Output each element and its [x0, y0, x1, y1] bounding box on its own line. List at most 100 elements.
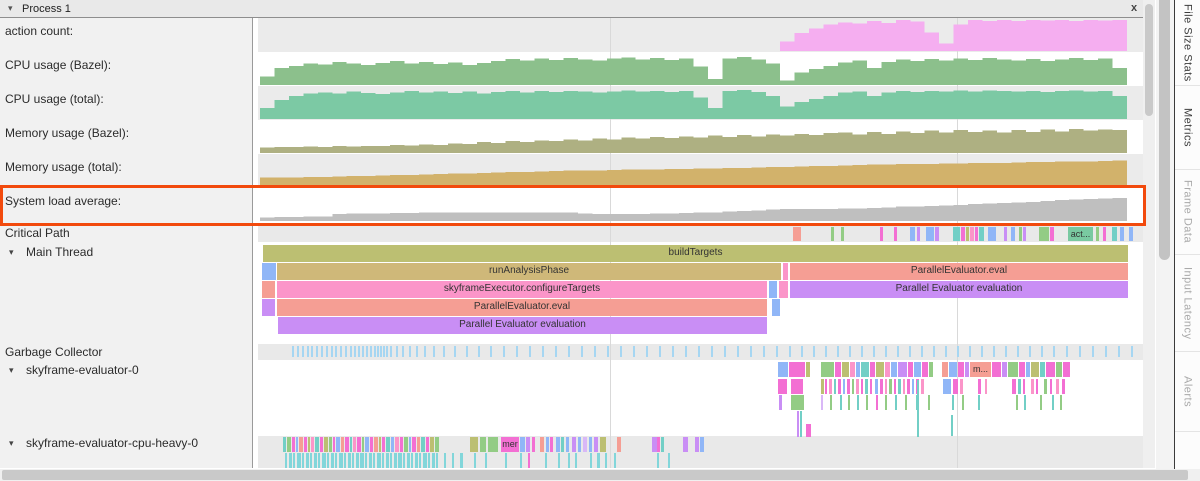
trace-slice[interactable] — [838, 378, 841, 394]
critical-path-bar[interactable] — [1096, 227, 1099, 241]
trace-slice[interactable] — [661, 437, 664, 452]
trace-slice[interactable] — [985, 378, 987, 394]
gc-tick[interactable] — [711, 346, 713, 357]
gc-tick[interactable] — [897, 346, 899, 357]
trace-slice[interactable] — [331, 453, 334, 468]
critical-path-bar[interactable] — [1039, 227, 1049, 241]
critical-path-bar[interactable]: act... — [1068, 227, 1093, 241]
gc-tick[interactable] — [1053, 346, 1055, 357]
trace-slice[interactable] — [875, 378, 878, 394]
gc-tick[interactable] — [331, 346, 333, 357]
trace-slice[interactable] — [345, 437, 349, 452]
trace-slice[interactable] — [978, 378, 981, 394]
trace-slice[interactable] — [1012, 378, 1016, 394]
trace-slice[interactable] — [1024, 395, 1026, 410]
gc-tick[interactable] — [409, 346, 411, 357]
gc-tick[interactable] — [321, 346, 323, 357]
critical-path-bar[interactable] — [1004, 227, 1007, 241]
trace-slice[interactable] — [797, 411, 799, 437]
trace-slice[interactable] — [952, 395, 954, 410]
trace-slice[interactable] — [657, 437, 660, 452]
trace-slice[interactable] — [341, 437, 344, 452]
gc-tick[interactable] — [921, 346, 923, 357]
trace-slice[interactable] — [1063, 362, 1070, 377]
gc-tick[interactable] — [335, 346, 337, 357]
gc-tick[interactable] — [750, 346, 752, 357]
gc-tick[interactable] — [416, 346, 418, 357]
trace-slice[interactable]: ParallelEvaluator.eval — [277, 299, 767, 316]
trace-slice[interactable] — [292, 437, 295, 452]
trace-slice[interactable] — [485, 453, 487, 468]
trace-slice[interactable] — [1044, 378, 1047, 394]
trace-slice[interactable] — [417, 437, 420, 452]
trace-slice[interactable] — [843, 378, 845, 394]
trace-slice[interactable] — [379, 437, 381, 452]
trace-slice[interactable] — [865, 378, 868, 394]
trace-slice[interactable] — [306, 453, 309, 468]
trace-slice[interactable] — [617, 437, 621, 452]
trace-slice[interactable] — [905, 395, 907, 410]
trace-slice[interactable] — [395, 437, 399, 452]
trace-slice[interactable] — [1040, 395, 1042, 410]
trace-slice[interactable] — [895, 395, 897, 410]
critical-path-bar[interactable] — [970, 227, 974, 241]
gc-tick[interactable] — [909, 346, 911, 357]
trace-slice[interactable] — [778, 362, 788, 377]
trace-slice[interactable] — [903, 378, 905, 394]
trace-slice[interactable] — [262, 299, 275, 316]
trace-slice[interactable] — [783, 263, 788, 280]
critical-path-bar[interactable] — [979, 227, 984, 241]
trace-slice[interactable] — [594, 437, 598, 452]
trace-slice[interactable] — [297, 453, 301, 468]
trace-slice[interactable] — [908, 362, 913, 377]
trace-slice[interactable] — [404, 437, 408, 452]
gc-tick[interactable] — [581, 346, 583, 357]
gc-tick[interactable] — [1041, 346, 1043, 357]
trace-slice[interactable] — [419, 453, 421, 468]
tab-metrics[interactable]: Metrics — [1175, 86, 1200, 170]
trace-slice[interactable] — [821, 395, 823, 410]
trace-slice[interactable] — [870, 362, 875, 377]
trace-slice[interactable] — [668, 453, 670, 468]
gc-tick[interactable] — [1131, 346, 1133, 357]
trace-slice[interactable]: ParallelEvaluator.eval — [790, 263, 1128, 280]
thread-label-skyframe-evaluator-0[interactable]: ▾ skyframe-evaluator-0 — [0, 363, 250, 379]
gc-tick[interactable] — [374, 346, 376, 357]
gc-tick[interactable] — [849, 346, 851, 357]
gc-tick[interactable] — [383, 346, 385, 357]
trace-slice[interactable] — [876, 362, 884, 377]
tab-alerts[interactable]: Alerts — [1175, 352, 1200, 432]
trace-slice[interactable] — [657, 453, 659, 468]
trace-slice[interactable] — [470, 437, 478, 452]
trace-slice[interactable] — [1036, 378, 1038, 394]
trace-slice[interactable] — [430, 437, 434, 452]
gc-tick[interactable] — [358, 346, 360, 357]
trace-slice[interactable] — [407, 453, 410, 468]
critical-path-bar[interactable] — [1011, 227, 1015, 241]
trace-slice[interactable] — [329, 437, 332, 452]
trace-slice[interactable] — [575, 453, 577, 468]
trace-slice[interactable] — [390, 453, 392, 468]
gc-tick[interactable] — [292, 346, 294, 357]
trace-slice[interactable] — [532, 437, 535, 452]
gc-tick[interactable] — [568, 346, 570, 357]
trace-slice[interactable] — [1023, 378, 1025, 394]
critical-path-bar[interactable] — [1129, 227, 1133, 241]
trace-slice[interactable]: Parallel Evaluator evaluation — [790, 281, 1128, 298]
gc-tick[interactable] — [402, 346, 404, 357]
trace-slice[interactable]: mer — [501, 437, 519, 452]
trace-slice[interactable] — [352, 453, 354, 468]
gc-tick[interactable] — [969, 346, 971, 357]
trace-slice[interactable] — [857, 395, 859, 410]
trace-slice[interactable] — [951, 415, 953, 436]
critical-path-bar[interactable] — [926, 227, 934, 241]
gc-tick[interactable] — [311, 346, 313, 357]
trace-slice[interactable] — [953, 378, 958, 394]
gc-tick[interactable] — [478, 346, 480, 357]
gc-tick[interactable] — [837, 346, 839, 357]
trace-slice[interactable]: m... — [970, 362, 991, 377]
trace-slice[interactable] — [778, 378, 787, 394]
horizontal-scrollbar-thumb[interactable] — [2, 470, 1188, 480]
trace-slice[interactable] — [1046, 362, 1055, 377]
trace-slice[interactable] — [1050, 378, 1052, 394]
